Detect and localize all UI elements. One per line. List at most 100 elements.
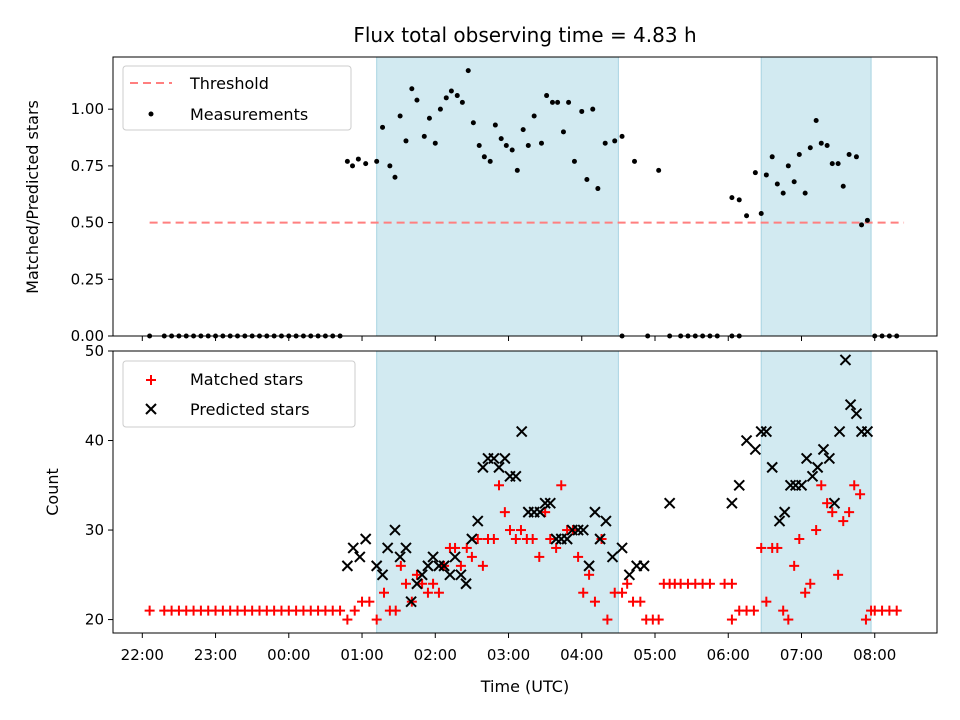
measurements-point-73 — [632, 158, 638, 164]
predicted-stars-point-57 — [760, 425, 773, 438]
measurements-point-42 — [443, 95, 449, 101]
matched-stars-point-90 — [726, 614, 737, 625]
measurements-point-95 — [785, 163, 791, 169]
top-xticks — [141, 336, 876, 341]
matched-stars-point-29 — [364, 596, 375, 607]
measurements-point-48 — [476, 142, 482, 148]
measurements-point-67 — [584, 176, 590, 182]
predicted-stars-point-65 — [806, 470, 819, 483]
predicted-stars-point-52 — [726, 497, 738, 509]
measurements-point-93 — [774, 181, 780, 187]
predicted-stars-point-38 — [561, 533, 573, 545]
predicted-stars-point-1 — [347, 542, 359, 554]
measurements-point-51 — [492, 122, 498, 128]
measurements-point-100 — [813, 118, 819, 124]
measurements-point-107 — [853, 154, 859, 160]
predicted-stars-point-45 — [600, 515, 612, 527]
predicted-stars-point-14 — [427, 551, 439, 563]
predicted-stars-point-69 — [828, 497, 841, 509]
measurements-point-71 — [612, 138, 618, 144]
chart-title: Flux total observing time = 4.83 h — [353, 23, 696, 47]
measurements-point-45 — [459, 99, 465, 105]
measurements-point-27 — [350, 163, 356, 169]
matched-stars-point-97 — [772, 542, 783, 553]
measurements-point-40 — [432, 140, 438, 146]
bottom-legend-frame — [122, 360, 356, 428]
predicted-stars-point-63 — [795, 479, 808, 491]
matched-stars-point-109 — [838, 516, 849, 527]
matched-stars-point-46 — [461, 542, 472, 553]
predicted-stars-point-11 — [411, 578, 423, 590]
measurements-point-96 — [791, 179, 797, 185]
legend-predicted-swatch — [145, 403, 157, 415]
matched-stars-point-44 — [450, 542, 461, 553]
measurements-point-66 — [579, 108, 585, 114]
measurements-point-28 — [355, 156, 361, 162]
measurements-point-94 — [780, 190, 786, 196]
predicted-stars-point-51 — [663, 497, 676, 509]
measurements-point-89 — [752, 170, 758, 176]
predicted-stars-point-67 — [817, 443, 830, 456]
matched-stars-point-76 — [635, 596, 646, 607]
matched-stars-point-111 — [849, 480, 860, 491]
legend-measurements-label: Measurements — [190, 105, 308, 124]
bot-shaded-interval-0 — [376, 350, 619, 634]
matched-stars-point-99 — [783, 614, 794, 625]
legend-predicted-label: Predicted stars — [190, 400, 310, 419]
predicted-stars-point-41 — [577, 524, 589, 536]
measurements-point-43 — [448, 88, 454, 94]
bot-ytick-label-2: 40 — [85, 432, 104, 450]
matched-stars-point-53 — [499, 507, 510, 518]
matched-stars-point-101 — [794, 534, 805, 544]
bot-ytick-label-1: 30 — [85, 521, 104, 539]
bottom-xtick-label-1: 23:00 — [194, 646, 237, 664]
predicted-stars-point-2 — [354, 551, 366, 563]
measurements-point-39 — [426, 115, 432, 121]
matched-stars-point-71 — [602, 614, 613, 625]
matched-stars-point-74 — [622, 578, 633, 589]
bottom-xtick-label-2: 00:00 — [267, 646, 310, 664]
predicted-stars-point-29 — [510, 470, 522, 483]
predicted-stars-point-47 — [616, 542, 628, 554]
predicted-stars-point-53 — [733, 479, 745, 491]
predicted-stars-point-46 — [606, 551, 619, 563]
measurements-point-37 — [414, 97, 420, 103]
bottom-xticks: 22:00 23:00 00:00 01:00 02:00 03:00 04:00 05:00… — [121, 633, 896, 664]
measurements-point-36 — [409, 86, 415, 92]
measurements-point-46 — [465, 68, 471, 74]
legend-matched-label: Matched stars — [190, 370, 303, 389]
matched-stars-point-59 — [534, 551, 545, 562]
matched-stars-point-39 — [422, 587, 433, 598]
measurements-point-32 — [387, 163, 393, 169]
predicted-stars-point-55 — [749, 443, 762, 456]
measurements-point-61 — [549, 99, 555, 105]
matched-stars-point-0 — [144, 605, 155, 616]
matched-stars-point-79 — [653, 614, 664, 625]
predicted-stars-point-72 — [844, 399, 857, 411]
predicted-stars-point-71 — [839, 354, 852, 366]
matched-stars-point-105 — [816, 480, 827, 491]
top-legend: Threshold Measurements — [122, 65, 352, 131]
matched-stars-point-66 — [573, 551, 584, 562]
matched-stars-point-35 — [400, 578, 411, 589]
measurements-point-106 — [846, 152, 852, 158]
matched-stars-point-98 — [778, 605, 789, 616]
measurements-point-34 — [397, 113, 403, 119]
bottom-legend: Matched stars Predicted stars — [122, 360, 356, 428]
measurements-point-63 — [560, 129, 566, 135]
measurements-point-105 — [840, 183, 846, 189]
matched-stars-point-110 — [844, 507, 855, 518]
measurements-point-59 — [538, 140, 544, 146]
bottom-yticks: 20 30 40 50 — [85, 342, 113, 629]
measurements-point-47 — [470, 120, 476, 126]
bottom-xtick-label-5: 03:00 — [487, 646, 530, 664]
measurements-point-69 — [595, 186, 601, 192]
measurements-point-29 — [363, 161, 369, 167]
matched-stars-point-48 — [472, 534, 483, 544]
matched-stars-point-56 — [515, 525, 526, 536]
matched-stars-point-93 — [748, 605, 759, 616]
predicted-stars-point-25 — [488, 452, 500, 465]
matched-stars-point-89 — [726, 578, 737, 589]
bottom-shading — [376, 350, 872, 634]
